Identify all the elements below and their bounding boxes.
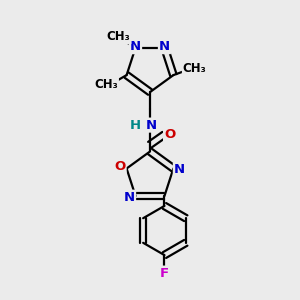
Text: O: O xyxy=(114,160,126,172)
Text: H: H xyxy=(130,118,141,132)
Text: CH₃: CH₃ xyxy=(107,30,130,44)
Text: F: F xyxy=(160,267,169,280)
Text: N: N xyxy=(146,118,157,132)
Text: CH₃: CH₃ xyxy=(94,78,118,92)
Text: N: N xyxy=(174,163,185,176)
Text: N: N xyxy=(159,40,170,53)
Text: N: N xyxy=(130,40,141,53)
Text: CH₃: CH₃ xyxy=(183,62,207,75)
Text: N: N xyxy=(124,191,135,204)
Text: O: O xyxy=(164,128,175,140)
